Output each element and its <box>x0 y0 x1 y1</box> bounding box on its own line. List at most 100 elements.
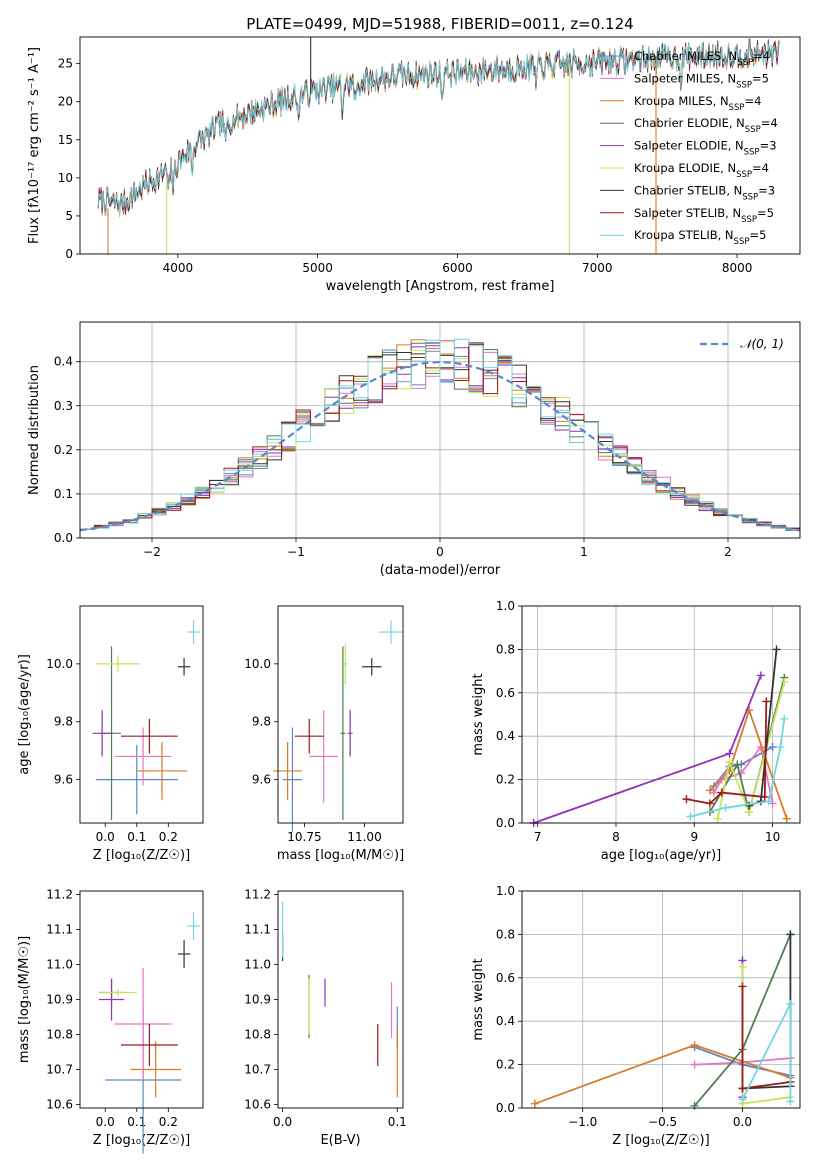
y-tick-label: 15 <box>58 133 73 147</box>
errorbar-point <box>362 658 382 676</box>
chart-spectrum: 4000 5000 6000 7000 8000 0 5 10 15 20 25 wavelength… <box>27 36 801 294</box>
legend-label: 𝒩(0, 1) <box>740 337 784 351</box>
x-tick-label: 8000 <box>722 261 753 275</box>
x-tick-label: 0.0 <box>273 1115 292 1129</box>
x-tick-label: 4000 <box>163 261 194 275</box>
x-tick-label: 6000 <box>442 261 473 275</box>
weight-marker <box>738 1095 747 1104</box>
weight-marker <box>768 743 777 752</box>
weight-marker <box>705 786 714 795</box>
axes-frame <box>521 605 801 824</box>
axes-frame <box>79 890 204 1109</box>
ticks: 4000 5000 6000 7000 8000 0 5 10 15 20 25 <box>58 57 753 275</box>
y-tick-label: 0.2 <box>496 773 515 787</box>
chart-weight-vs-Z: −1.0 −0.5 0.0 0.0 0.2 0.4 0.6 0.8 1.0 Z [log₁₀(Z/… <box>471 884 801 1148</box>
weight-marker <box>530 1099 539 1108</box>
chart-residuals: −2 −1 0 1 2 0.0 0.1 0.2 0.3 0.4 (data-model)/error… <box>27 321 801 578</box>
x-tick-label: 0.0 <box>96 1115 115 1129</box>
weight-marker <box>780 714 789 723</box>
errorbar-point <box>342 643 348 685</box>
legend-label: Kroupa STELIB, NSSP=5 <box>634 228 766 247</box>
weight-marker <box>690 1041 699 1050</box>
y-tick-label: 5 <box>65 209 73 223</box>
axes-frame <box>79 605 204 824</box>
weight-line-kroupa-elodie <box>716 681 786 819</box>
weight-series <box>529 645 791 827</box>
weight-marker <box>682 795 691 804</box>
chart-age-vs-Z: 0.0 0.1 0.2 9.6 9.8 10.0 Z [log₁₀(Z/Z☉)] age [l… <box>17 605 204 863</box>
weight-marker <box>721 803 730 812</box>
axes-frame <box>277 890 404 1109</box>
chart-mass-vs-EBV: 0.0 0.1 10.6 10.7 10.8 10.9 11.0 11.1 11.2 E(B-V) <box>244 888 407 1149</box>
weight-marker <box>690 1060 699 1069</box>
errorbar-point <box>378 620 403 644</box>
y-tick-label: 0.8 <box>496 642 515 656</box>
y-axis-label: mass weight <box>471 673 486 755</box>
y-axis-label: mass weight <box>471 958 486 1040</box>
weight-marker <box>776 743 785 752</box>
x-tick-label: 7000 <box>582 261 613 275</box>
legend-label: Salpeter ELODIE, NSSP=3 <box>634 139 777 158</box>
x-tick-label: 0.0 <box>96 830 115 844</box>
errorbar-point <box>98 978 125 1021</box>
legend-label: Chabrier MILES, NSSP=4 <box>634 49 770 68</box>
legend-label: Chabrier STELIB, NSSP=3 <box>634 183 775 202</box>
y-tick-label: 10.8 <box>46 1028 73 1042</box>
ticks: 7 8 9 10 0.0 0.2 0.4 0.6 0.8 1.0 <box>496 599 780 844</box>
y-tick-label: 0.8 <box>496 927 515 941</box>
weight-marker <box>738 982 747 991</box>
errorbar-point <box>121 718 178 754</box>
y-tick-label: 0.0 <box>496 1101 515 1115</box>
y-tick-label: 0.2 <box>54 443 73 457</box>
y-tick-label: 10.6 <box>46 1098 73 1112</box>
y-tick-label: 10.9 <box>244 993 271 1007</box>
y-tick-label: 11.1 <box>244 923 271 937</box>
x-tick-label: 0.1 <box>127 830 146 844</box>
x-tick-label: 7 <box>534 830 542 844</box>
ticks: 0.0 0.1 0.2 9.6 9.8 10.0 <box>46 657 178 844</box>
y-axis-label: mass [log₁₀(M/M☉)] <box>17 936 32 1063</box>
weight-line-salpeter-elodie <box>533 675 762 824</box>
y-tick-label: 1.0 <box>496 884 515 898</box>
x-tick-label: 8 <box>612 830 620 844</box>
ticks: −1.0 −0.5 0.0 0.0 0.2 0.4 0.6 0.8 1.0 <box>496 884 752 1129</box>
y-tick-label: 10.9 <box>46 993 73 1007</box>
axes-frame <box>277 605 404 824</box>
weight-marker <box>733 760 742 769</box>
weight-marker <box>786 999 795 1008</box>
x-axis-label: Z [log₁₀(Z/Z☉)] <box>612 1133 709 1148</box>
x-axis-label: mass [log₁₀(M/M☉)] <box>277 848 404 863</box>
errorbar-point <box>136 741 188 800</box>
y-tick-label: 11.2 <box>244 888 271 902</box>
legend-label: Kroupa ELODIE, NSSP=4 <box>634 161 769 180</box>
weight-marker <box>725 758 734 767</box>
ticks: −2 −1 0 1 2 0.0 0.1 0.2 0.3 0.4 <box>54 355 732 559</box>
x-tick-label: 0.1 <box>127 1115 146 1129</box>
y-tick-label: 9.8 <box>54 715 73 729</box>
x-tick-label: −1.0 <box>568 1115 597 1129</box>
y-axis-label: Normed distribution <box>27 365 42 495</box>
y-tick-label: 0.4 <box>496 1014 515 1028</box>
y-tick-label: 20 <box>58 95 73 109</box>
x-axis-label: Z [log₁₀(Z/Z☉)] <box>93 848 190 863</box>
y-tick-label: 0.4 <box>54 355 73 369</box>
grid-lines <box>522 605 800 824</box>
errorbars <box>98 912 200 1154</box>
legend-label: Salpeter MILES, NSSP=5 <box>634 71 769 90</box>
errorbar-point <box>282 727 303 832</box>
residuals-legend: 𝒩(0, 1) <box>700 337 784 351</box>
x-tick-label: −2 <box>143 545 161 559</box>
spectrum-series-kroupa-stelib <box>97 39 780 215</box>
weight-line-kroupa-miles <box>709 707 788 819</box>
y-tick-label: 10.7 <box>244 1063 271 1077</box>
axes-frame <box>79 36 801 255</box>
x-tick-label: 0 <box>436 545 444 559</box>
y-tick-label: 0 <box>65 247 73 261</box>
histogram-kroupa-stelib <box>80 338 800 531</box>
errorbar-point <box>347 710 353 757</box>
normal-curve <box>79 360 801 532</box>
x-tick-label: 0.0 <box>733 1115 752 1129</box>
errorbar-point <box>130 1041 181 1098</box>
weight-marker <box>786 1097 795 1106</box>
